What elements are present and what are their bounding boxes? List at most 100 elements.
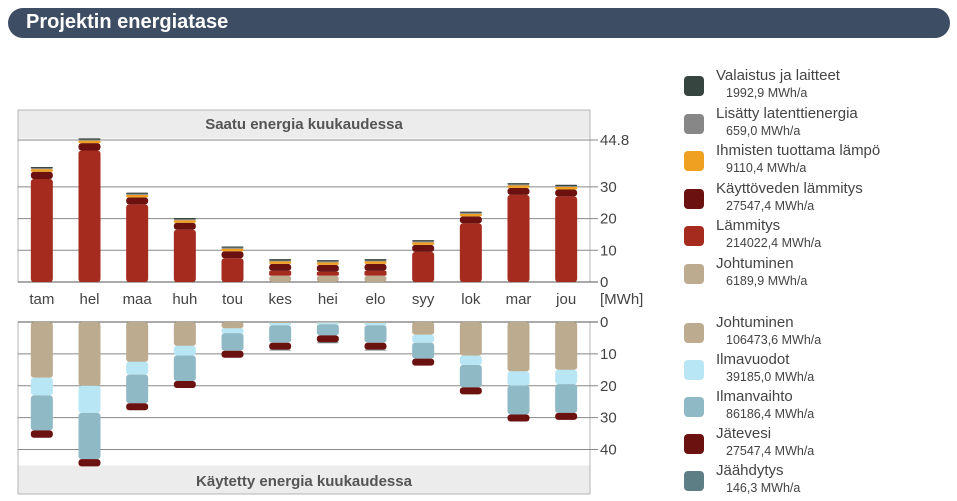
legend-label: Lämmitys — [716, 217, 781, 234]
bottom-bar-segment — [78, 412, 101, 460]
top-y-tick-label: 20 — [600, 211, 617, 228]
bottom-bar-segment — [78, 459, 101, 467]
bottom-bar-segment — [173, 380, 196, 388]
legend-item-gained: Käyttöveden lämmitys 27547,4 MWh/a — [682, 180, 952, 216]
bottom-bar-segment — [412, 322, 435, 335]
legend-swatch — [684, 226, 704, 246]
top-bar-segment — [364, 259, 387, 261]
top-bar-segment — [459, 211, 482, 213]
bottom-bar-segment — [78, 385, 101, 413]
legend-swatch — [684, 360, 704, 380]
top-bar-segment — [173, 222, 196, 230]
top-bar-segment — [555, 185, 578, 187]
legend-swatch — [684, 263, 704, 284]
bottom-plot-frame — [17, 321, 591, 495]
top-bar-segment — [30, 178, 53, 282]
legend-value: 659,0 MWh/a — [726, 123, 801, 138]
x-tick-label: lok — [461, 291, 481, 308]
bottom-bar-segment — [30, 322, 53, 378]
bottom-bar-segment — [555, 322, 578, 370]
legend-label: Jätevesi — [716, 425, 772, 442]
top-y-tick-label: 30 — [600, 179, 617, 196]
top-bar-segment — [269, 259, 292, 261]
legend-label: Käyttöveden lämmitys — [716, 179, 863, 197]
top-bar-segment — [316, 260, 339, 262]
bottom-bar-segment — [459, 387, 482, 395]
x-tick-label: jou — [555, 291, 576, 308]
y-axis-unit-label: [MWh] — [600, 291, 643, 308]
legend-swatch — [684, 323, 704, 343]
bottom-y-tick-label: 10 — [600, 346, 617, 363]
top-bar-segment — [364, 263, 387, 271]
top-bar-segment — [126, 192, 149, 194]
top-bar-segment — [316, 275, 339, 282]
x-tick-label: maa — [123, 291, 153, 308]
top-bar-segment — [507, 187, 530, 195]
bottom-bar-segment — [507, 371, 530, 386]
bottom-bar-segment — [126, 361, 149, 375]
top-bar-segment — [126, 193, 149, 195]
page-title: Projektin energiatase — [26, 11, 229, 33]
bottom-bar-segment — [221, 328, 244, 334]
legend-value: 27547,4 MWh/a — [726, 444, 815, 458]
legend-value: 27547,4 MWh/a — [726, 198, 815, 213]
bottom-bar-segment — [316, 322, 339, 323]
top-bar-segment — [555, 189, 578, 197]
top-bar-segment — [173, 229, 196, 282]
bottom-bar-segment — [459, 355, 482, 366]
bottom-bar-segment — [78, 322, 101, 386]
bottom-bar-segment — [269, 349, 292, 351]
legend-item-used: Jäähdytys 146,3 MWh/a — [682, 462, 952, 498]
top-bar-segment — [269, 263, 292, 271]
top-bar-segment — [364, 260, 387, 262]
top-bar-segment — [78, 150, 101, 282]
bottom-bar-segment — [126, 374, 149, 404]
bottom-bar-segment — [364, 325, 387, 343]
bottom-bar-segment — [459, 365, 482, 388]
top-bar-segment — [78, 138, 101, 140]
bottom-bar-segment — [173, 345, 196, 356]
bottom-bar-segment — [173, 322, 196, 346]
bottom-bar-segment — [221, 350, 244, 358]
x-tick-label: elo — [365, 291, 385, 308]
bottom-bar-segment — [364, 322, 387, 326]
legend-value: 214022,4 MWh/a — [726, 236, 822, 250]
legend-value: 86186,4 MWh/a — [726, 407, 815, 421]
legend-label: Lisätty latenttienergia — [716, 104, 858, 122]
top-y-tick-label: 10 — [600, 242, 617, 259]
x-tick-label: hel — [79, 291, 99, 308]
x-tick-label: tou — [222, 291, 243, 308]
legend-swatch — [684, 434, 704, 454]
bottom-bar-segment — [221, 322, 244, 329]
top-bar-segment — [459, 212, 482, 214]
bottom-bar-segment — [316, 322, 339, 325]
legend-item-gained: Ihmisten tuottama lämpö 9110,4 MWh/a — [682, 142, 952, 178]
top-bar-segment — [412, 251, 435, 282]
bottom-bar-segment — [555, 369, 578, 385]
legend-item-used: Johtuminen 106473,6 MWh/a — [682, 314, 952, 350]
bottom-bar-segment — [30, 377, 53, 396]
bottom-y-tick-label: 30 — [600, 410, 617, 427]
bottom-bar-segment — [316, 324, 339, 336]
top-bar-segment — [507, 184, 530, 186]
legend-value: 146,3 MWh/a — [726, 481, 801, 495]
bottom-bar-segment — [30, 395, 53, 431]
top-bar-segment — [126, 194, 149, 198]
bottom-chart-title: Käytetty energia kuukaudessa — [196, 473, 413, 490]
bottom-bar-segment — [364, 342, 387, 350]
top-bar-segment — [412, 242, 435, 245]
top-bar-segment — [221, 248, 244, 252]
legend-item-gained: Lämmitys 214022,4 MWh/a — [682, 217, 952, 253]
bottom-y-tick-label: 40 — [600, 442, 617, 459]
legend-swatch — [684, 76, 704, 96]
legend-label: Johtuminen — [716, 314, 794, 331]
legend-swatch — [684, 397, 704, 417]
legend-item-used: Jätevesi 27547,4 MWh/a — [682, 425, 952, 461]
top-bar-segment — [78, 139, 101, 141]
bottom-bar-segment — [30, 430, 53, 438]
legend-item-used: Ilmanvaihto 86186,4 MWh/a — [682, 388, 952, 424]
top-bar-segment — [316, 271, 339, 276]
top-bar-segment — [412, 241, 435, 243]
bottom-bar-segment — [412, 358, 435, 366]
